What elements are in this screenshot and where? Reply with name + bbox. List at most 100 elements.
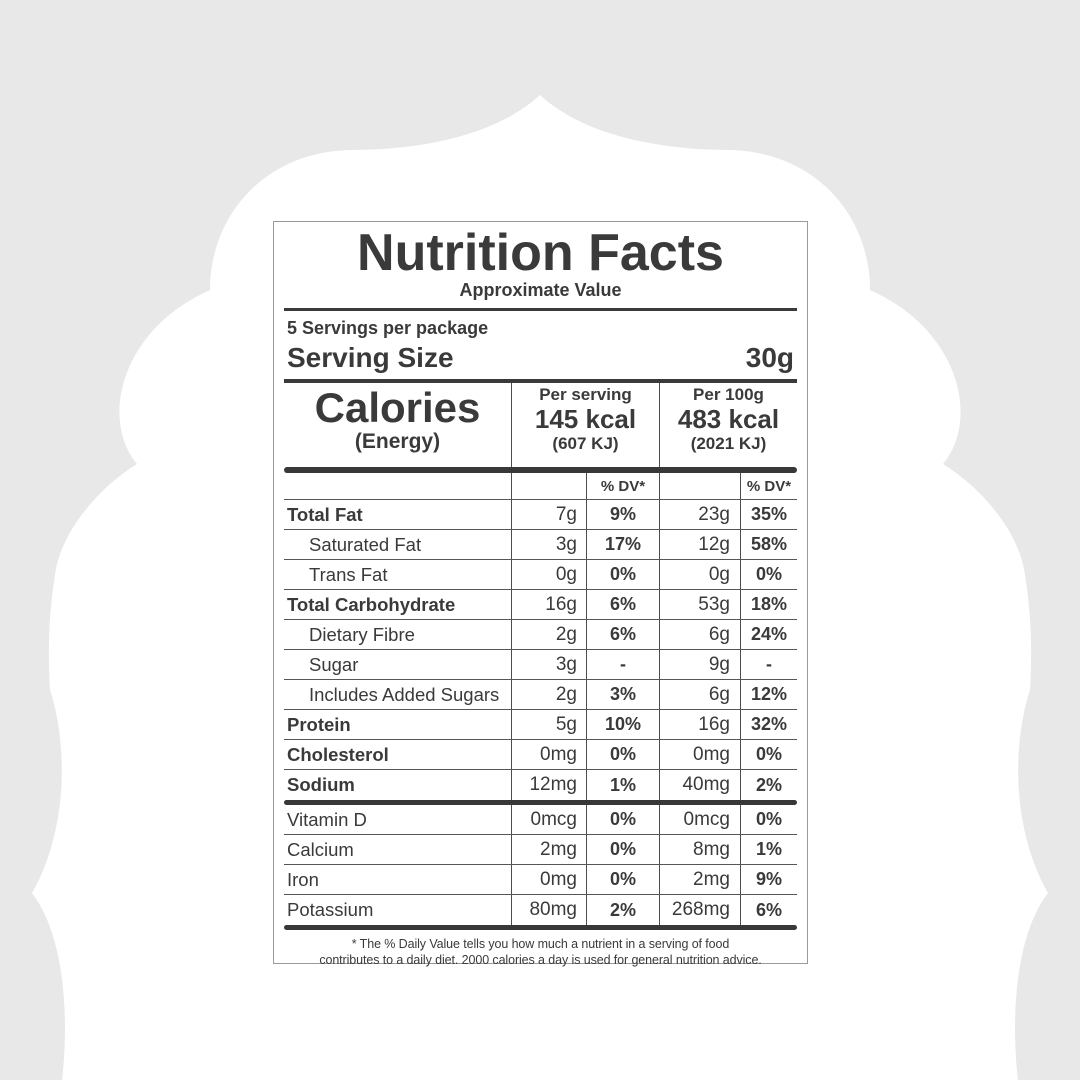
per-serving-dv: 2% [586, 895, 659, 926]
per-100g-dv: 58% [740, 530, 797, 560]
per-serving-amount: 2g [511, 680, 586, 710]
energy-label: (Energy) [354, 430, 441, 454]
nutrient-name: Saturated Fat [309, 533, 422, 555]
per-100g-amount: 53g [659, 590, 740, 620]
per-100g-dv: 2% [740, 770, 797, 801]
per-100g-amount: 6g [659, 620, 740, 650]
per-100g-amount: 0mg [659, 740, 740, 770]
per-serving-dv: 0% [586, 740, 659, 770]
nutrient-row: Calcium 2mg 0% 8mg 1% [284, 835, 797, 866]
per-serving-kj: (607 KJ) [552, 433, 619, 453]
per-serving-amount: 3g [511, 650, 586, 680]
per-serving-dv: 0% [586, 865, 659, 895]
nutrient-row: Iron 0mg 0% 2mg 9% [284, 865, 797, 896]
calories-cell: Calories (Energy) [284, 383, 511, 467]
nutrient-name: Sugar [309, 653, 359, 675]
nutrient-name: Sodium [287, 774, 355, 796]
calories-label: Calories [314, 384, 481, 432]
per-serving-amount: 0mcg [511, 805, 586, 835]
nutrient-row: Dietary Fibre 2g 6% 6g 24% [284, 620, 797, 651]
per-serving-dv: 17% [586, 530, 659, 560]
serving-size-value: 30g [745, 342, 794, 374]
nutrient-row: Total Carbohydrate 16g 6% 53g 18% [284, 590, 797, 621]
per-100g-dv: 0% [740, 740, 797, 770]
per-serving-dv: - [586, 650, 659, 680]
nutrient-row: Sodium 12mg 1% 40mg 2% [284, 770, 797, 801]
per-serving-dv: 0% [586, 835, 659, 865]
empty-cell [511, 473, 586, 500]
per-100g-dv: 12% [740, 680, 797, 710]
per-100g-dv: 35% [740, 500, 797, 530]
per-100g-amount: 16g [659, 710, 740, 740]
per-100g-dv: 9% [740, 865, 797, 895]
per-serving-dv: 6% [586, 590, 659, 620]
dv-footnote-line2: contributes to a daily diet. 2000 calori… [319, 953, 762, 968]
dv-header-row: % DV* % DV* [284, 473, 797, 501]
nutrient-name: Protein [287, 713, 351, 735]
per-serving-amount: 12mg [511, 770, 586, 801]
per-100g-dv: 0% [740, 805, 797, 835]
serving-size-label: Serving Size [287, 342, 454, 374]
divider [284, 925, 797, 931]
nutrient-name: Total Carbohydrate [287, 593, 456, 615]
per-serving-dv: 9% [586, 500, 659, 530]
nutrient-row: Potassium 80mg 2% 268mg 6% [284, 895, 797, 926]
per-100g-amount: 0g [659, 560, 740, 590]
nutrient-row: Vitamin D 0mcg 0% 0mcg 0% [284, 805, 797, 836]
per-serving-amount: 7g [511, 500, 586, 530]
per-serving-amount: 2mg [511, 835, 586, 865]
nutrient-name: Calcium [287, 838, 354, 860]
dv-footnote-line1: * The % Daily Value tells you how much a… [351, 937, 730, 952]
per-100g-amount: 12g [659, 530, 740, 560]
per-100g-dv: 32% [740, 710, 797, 740]
per-100g-amount: 6g [659, 680, 740, 710]
per-serving-kcal: 145 kcal [534, 403, 637, 434]
nutrient-name: Cholesterol [287, 743, 389, 765]
nutrient-name: Total Fat [287, 503, 363, 525]
per-serving-amount: 5g [511, 710, 586, 740]
per-100g-dv: 24% [740, 620, 797, 650]
calories-section: Calories (Energy) Per serving 145 kcal (… [284, 383, 797, 468]
per-serving-amount: 0mg [511, 740, 586, 770]
per-100g-dv: 6% [740, 895, 797, 926]
nutrient-name: Trans Fat [309, 563, 388, 585]
empty-cell [659, 473, 740, 500]
per-100g-header: Per 100g [693, 385, 764, 405]
label-title: Nutrition Facts [357, 224, 724, 282]
divider [284, 308, 797, 312]
dv-footnote: * The % Daily Value tells you how much a… [284, 936, 797, 969]
nutrient-row: Protein 5g 10% 16g 32% [284, 710, 797, 741]
per-100g-kj: (2021 KJ) [690, 433, 767, 453]
nutrient-row: Cholesterol 0mg 0% 0mg 0% [284, 740, 797, 771]
serving-size-row: Serving Size 30g [284, 342, 797, 374]
label-subtitle: Approximate Value [459, 280, 622, 301]
dv-header-per-100g: % DV* [740, 473, 797, 500]
per-serving-dv: 0% [586, 805, 659, 835]
dv-header-per-serving: % DV* [586, 473, 659, 500]
nutrient-name: Includes Added Sugars [309, 683, 500, 705]
per-serving-amount: 2g [511, 620, 586, 650]
per-serving-amount: 0mg [511, 865, 586, 895]
per-100g-amount: 268mg [659, 895, 740, 926]
divider [284, 800, 797, 806]
servings-per-package: 5 Servings per package [287, 318, 489, 339]
per-serving-amount: 16g [511, 590, 586, 620]
per-100g-kcal: 483 kcal [677, 403, 780, 434]
nutrient-row: Includes Added Sugars 2g 3% 6g 12% [284, 680, 797, 711]
per-serving-dv: 6% [586, 620, 659, 650]
nutrition-label: Nutrition Facts Approximate Value 5 Serv… [273, 221, 808, 967]
per-serving-dv: 3% [586, 680, 659, 710]
nutrient-name: Potassium [287, 899, 374, 921]
nutrient-row: Total Fat 7g 9% 23g 35% [284, 500, 797, 531]
per-100g-dv: - [740, 650, 797, 680]
divider [284, 379, 797, 384]
nutrient-row: Saturated Fat 3g 17% 12g 58% [284, 530, 797, 561]
per-serving-amount: 80mg [511, 895, 586, 926]
per-100g-amount: 2mg [659, 865, 740, 895]
nutrient-name: Vitamin D [287, 808, 367, 830]
calories-per-serving-cell: Per serving 145 kcal (607 KJ) [511, 383, 659, 468]
per-100g-amount: 40mg [659, 770, 740, 801]
calories-per-100g-cell: Per 100g 483 kcal (2021 KJ) [659, 383, 797, 468]
nutrient-row: Sugar 3g - 9g - [284, 650, 797, 681]
